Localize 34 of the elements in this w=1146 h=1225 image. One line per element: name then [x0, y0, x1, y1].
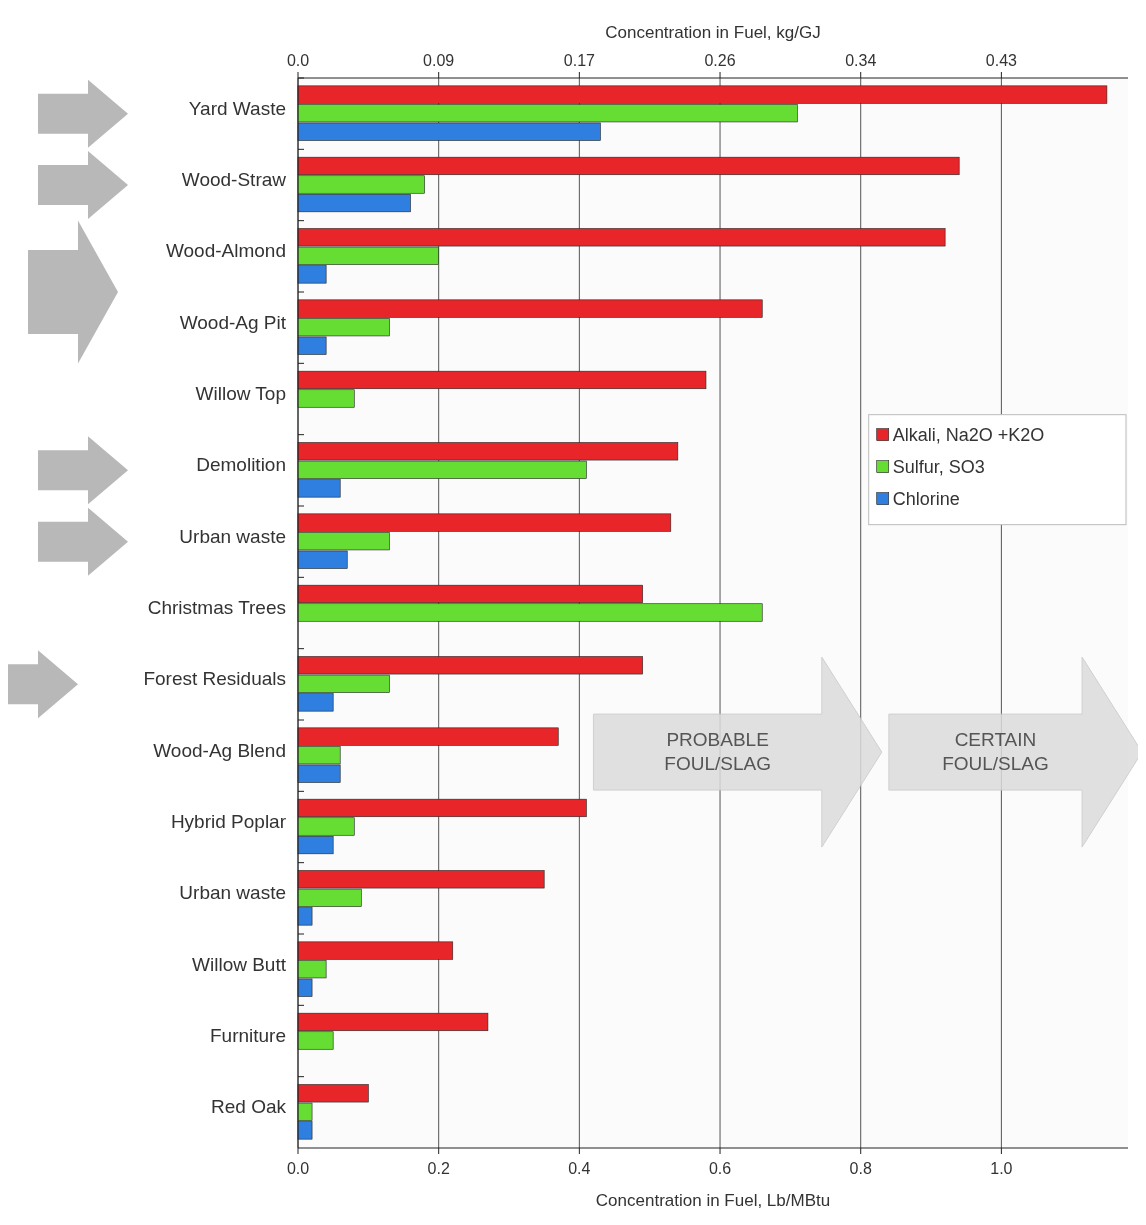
x2-tick-label: 0.09: [423, 52, 455, 69]
y-tick-label: Yard Waste: [188, 97, 286, 119]
x2-tick-label: 0.26: [704, 52, 736, 69]
y-tick-label: Wood-Ag Pit: [179, 311, 287, 333]
legend-label: Chlorine: [892, 488, 960, 509]
legend-label: Alkali, Na2O +K2O: [892, 424, 1045, 445]
y-tick-label: Furniture: [209, 1025, 286, 1047]
x2-tick-label: 0.43: [985, 52, 1018, 69]
y-tick-label: Christmas Trees: [147, 597, 286, 619]
annotation: CERTAIN FOUL/SLAG: [942, 729, 1049, 775]
y-tick-label: Willow Top: [195, 383, 286, 405]
x-tick-label: 1.0: [990, 1160, 1013, 1177]
x-tick-label: 0.4: [568, 1160, 591, 1177]
y-tick-label: Urban waste: [179, 525, 286, 547]
legend-label: Sulfur, SO3: [892, 456, 985, 477]
y-tick-label: Urban waste: [179, 882, 286, 904]
y-tick-label: Wood-Ag Blend: [153, 739, 286, 761]
x2-axis-title: Concentration in Fuel, kg/GJ: [605, 23, 821, 42]
y-tick-label: Forest Residuals: [143, 668, 286, 690]
y-tick-label: Willow Butt: [192, 953, 287, 975]
x-tick-label: 0.6: [708, 1160, 732, 1177]
y-tick-label: Demolition: [196, 454, 286, 476]
x-tick-label: 0.2: [427, 1160, 450, 1177]
y-tick-label: Wood-Straw: [181, 169, 287, 191]
annotation: PROBABLE FOUL/SLAG: [664, 729, 771, 775]
x-axis-title: Concentration in Fuel, Lb/MBtu: [595, 1191, 831, 1210]
x-tick-label: 0.8: [849, 1160, 872, 1177]
y-tick-label: Red Oak: [211, 1096, 287, 1118]
x2-tick-label: 0.0: [286, 52, 310, 69]
x-tick-label: 0.0: [286, 1160, 310, 1177]
x2-tick-label: 0.34: [845, 52, 877, 69]
x2-tick-label: 0.17: [563, 52, 596, 69]
y-tick-label: Wood-Almond: [165, 240, 286, 262]
y-tick-label: Hybrid Poplar: [170, 811, 287, 833]
